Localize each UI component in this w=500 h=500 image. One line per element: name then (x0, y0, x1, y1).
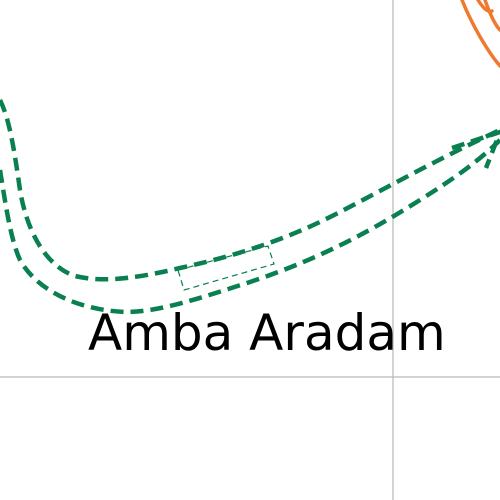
dashed-rectangle-feature (177, 245, 275, 291)
place-label: Amba Aradam (88, 304, 446, 362)
route-edge-lower (0, 138, 500, 315)
route-outline (0, 98, 500, 315)
river-line (460, 0, 500, 68)
route-edge-upper (0, 98, 500, 282)
